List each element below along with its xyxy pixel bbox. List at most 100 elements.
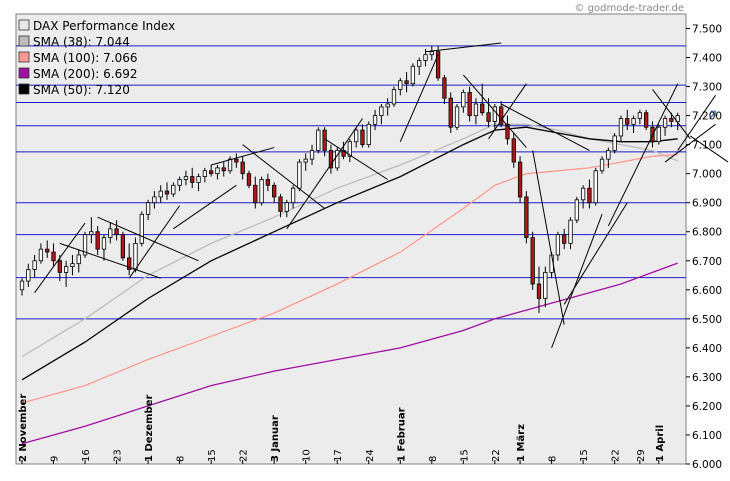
legend-entry-1: SMA (38): 7.044: [18, 35, 130, 49]
candle-77: [505, 115, 510, 145]
candle-96: [625, 109, 630, 131]
candle-body: [499, 106, 504, 125]
candle-body: [19, 280, 25, 291]
trend-line-2: [97, 216, 199, 262]
x-tick-label: 17: [333, 449, 344, 462]
x-tick-label: 8: [548, 456, 559, 462]
candle-32: [221, 162, 226, 177]
candle-76: [499, 101, 504, 128]
candle-98: [637, 109, 643, 125]
x-tick-label: 15: [579, 449, 590, 462]
candle-62: [410, 63, 416, 87]
candle-body: [429, 51, 434, 56]
plot-background: [15, 13, 687, 465]
y-tick-label: 6.600: [692, 285, 722, 297]
candle-body: [606, 150, 611, 160]
candle-body: [669, 118, 674, 122]
trend-line-8: [324, 138, 388, 180]
candle-21: [152, 191, 157, 209]
candle-0: [19, 278, 25, 296]
candle-body: [398, 80, 403, 90]
trend-line-19: [677, 95, 716, 151]
candle-47: [316, 127, 321, 154]
candle-body: [240, 161, 245, 175]
candle-body: [360, 129, 365, 146]
candle-39: [265, 173, 271, 192]
candle-86: [562, 228, 567, 250]
candle-body: [354, 129, 359, 143]
candle-body: [644, 112, 649, 128]
candle-55: [366, 121, 371, 148]
y-tick-label: 7.100: [692, 140, 722, 152]
candle-66: [435, 45, 441, 81]
horizontal-lines: [16, 45, 686, 320]
x-tick-label: 10: [302, 449, 313, 462]
candle-40: [272, 182, 277, 203]
candle-body: [335, 150, 340, 169]
candle-body: [152, 196, 157, 204]
candle-body: [120, 234, 126, 259]
candle-body: [190, 176, 195, 183]
trend-line-12: [488, 83, 527, 140]
trend-line-7: [286, 118, 363, 230]
candle-body: [555, 234, 561, 256]
candle-41: [278, 194, 283, 218]
candle-78: [511, 133, 516, 168]
legend-entry-3: SMA (200): 6.692: [18, 67, 137, 81]
candle-body: [171, 184, 176, 195]
candle-body: [76, 254, 81, 265]
candle-30: [209, 164, 214, 177]
y-tick-label: 6.400: [692, 343, 722, 355]
candle-body: [347, 141, 352, 157]
candle-body: [637, 112, 643, 119]
candle-body: [202, 170, 207, 177]
candle-body: [45, 248, 50, 253]
x-tick-label: 16: [81, 449, 92, 462]
candle-89: [580, 185, 586, 209]
legend: DAX Performance Index SMA (38): 7.044 SMA …: [18, 19, 175, 97]
y-tick-label: 7.500: [692, 24, 722, 36]
candle-body: [417, 60, 422, 67]
candle-34: [234, 153, 239, 168]
candle-body: [442, 77, 447, 99]
candle-56: [372, 109, 378, 131]
x-tick-label: 9: [50, 456, 61, 462]
forecast-arrow-icon: [709, 110, 717, 120]
candle-body: [101, 237, 107, 250]
candle-53: [354, 127, 359, 148]
legend-swatch: [18, 35, 30, 47]
candle-91: [593, 167, 598, 206]
candle-body: [385, 103, 390, 108]
candle-body: [32, 260, 37, 270]
candle-24: [171, 182, 176, 197]
candle-body: [26, 269, 31, 282]
candle-body: [486, 112, 491, 122]
sma-50-line: [21, 126, 678, 381]
y-tick-label: 6.700: [692, 256, 722, 268]
candle-body: [82, 234, 88, 256]
candle-16: [120, 231, 126, 261]
x-tick-label: 24: [365, 449, 376, 462]
trend-line-3: [128, 205, 181, 279]
candle-95: [618, 115, 624, 142]
x-tick-label: 3 Januar: [270, 415, 281, 462]
y-tick-label: 6.900: [692, 198, 722, 210]
legend-label: DAX Performance Index: [33, 19, 175, 33]
candle-3: [38, 243, 44, 264]
sma-200-line: [21, 262, 678, 445]
moving-averages: [21, 123, 678, 445]
legend-swatch: [18, 19, 30, 31]
candle-71: [467, 86, 472, 122]
candle-6: [57, 254, 62, 282]
x-tick-label: 23: [113, 449, 124, 462]
y-tick-label: 6.300: [692, 372, 722, 384]
legend-swatch: [18, 67, 30, 79]
candle-9: [76, 249, 81, 273]
candle-68: [448, 92, 453, 134]
sma-38-line: [21, 123, 678, 358]
trend-line-11: [462, 74, 527, 148]
y-tick-label: 6.500: [692, 314, 722, 326]
candle-73: [480, 83, 485, 116]
candle-body: [580, 187, 586, 201]
